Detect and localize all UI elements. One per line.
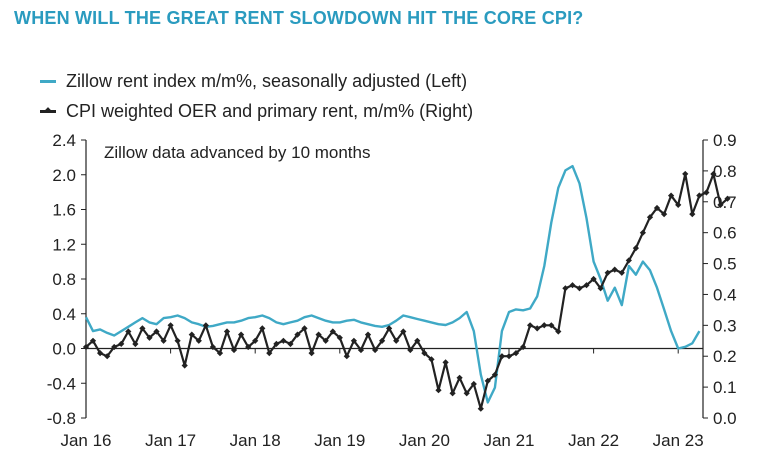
x-tick-label: Jan 16 (60, 431, 111, 450)
data-point-cpi (604, 269, 611, 276)
data-point-cpi (463, 390, 470, 397)
y-right-tick-label: 0.3 (713, 316, 737, 335)
y-left-tick-label: -0.8 (47, 409, 76, 428)
y-right-tick-label: 0.2 (713, 347, 737, 366)
data-point-cpi (597, 285, 604, 292)
data-point-cpi (393, 337, 400, 344)
data-point-cpi (223, 328, 231, 335)
x-tick-label: Jan 21 (483, 431, 534, 450)
y-left-tick-label: 0.8 (52, 270, 76, 289)
data-point-cpi (435, 387, 442, 394)
data-point-cpi (505, 353, 513, 360)
data-point-cpi (308, 349, 315, 357)
data-point-cpi (562, 285, 569, 292)
data-point-cpi (329, 328, 336, 335)
data-point-cpi (534, 325, 541, 332)
y-left-tick-label: 0.0 (52, 340, 76, 359)
y-left-tick-label: -0.4 (47, 374, 76, 393)
data-point-cpi (350, 337, 358, 344)
data-point-cpi (336, 334, 343, 341)
data-point-cpi (174, 337, 181, 344)
x-tick-label: Jan 22 (568, 431, 619, 450)
y-left-tick-label: 2.0 (52, 166, 76, 185)
series-line-zillow (84, 164, 701, 404)
data-point-cpi (689, 210, 696, 218)
y-right-tick-label: 0.6 (713, 224, 737, 243)
data-point-cpi (442, 359, 449, 366)
y-right-tick-label: 0.1 (713, 378, 737, 397)
data-point-cpi (266, 349, 273, 357)
legend-label-cpi: CPI weighted OER and primary rent, m/m% … (66, 100, 474, 121)
y-right-tick-label: 0.4 (713, 285, 737, 304)
legend-swatch-cpi (40, 109, 56, 113)
data-point-cpi (470, 380, 477, 388)
data-point-cpi (160, 337, 167, 344)
y-left-tick-label: 2.4 (52, 131, 76, 150)
chart-title: WHEN WILL THE GREAT RENT SLOWDOWN HIT TH… (14, 8, 584, 28)
data-point-cpi (259, 325, 266, 332)
data-point-cpi (167, 322, 174, 329)
chart-annotation: Zillow data advanced by 10 months (104, 143, 371, 162)
data-point-cpi (202, 322, 209, 329)
data-point-cpi (696, 192, 703, 199)
data-point-cpi (484, 377, 491, 385)
data-point-cpi (294, 331, 301, 338)
data-point-cpi (682, 170, 689, 178)
data-point-cpi (576, 285, 583, 292)
series-line-cpi (85, 172, 729, 410)
data-point-cpi (414, 337, 421, 344)
data-point-cpi (541, 322, 548, 329)
legend-swatch-zillow (40, 79, 56, 83)
data-point-cpi (132, 340, 139, 348)
legend: Zillow rent index m/m%, seasonally adjus… (40, 66, 473, 126)
data-point-cpi (322, 337, 329, 344)
data-point-cpi (569, 282, 576, 289)
data-point-cpi (146, 334, 153, 341)
legend-label-zillow: Zillow rent index m/m%, seasonally adjus… (66, 70, 468, 91)
data-point-cpi (703, 189, 710, 196)
y-left-tick-label: 0.4 (52, 305, 76, 324)
data-point-cpi (400, 328, 407, 335)
data-point-cpi (118, 340, 125, 347)
data-point-cpi (526, 322, 534, 329)
x-tick-label: Jan 19 (314, 431, 365, 450)
y-right-tick-label: 0.9 (713, 131, 737, 150)
data-point-cpi (280, 337, 287, 344)
data-point-cpi (315, 331, 322, 338)
legend-item-cpi: CPI weighted OER and primary rent, m/m% … (40, 96, 473, 126)
y-left-tick-label: 1.2 (52, 235, 76, 254)
data-point-cpi (237, 331, 245, 338)
data-point-cpi (301, 325, 308, 332)
data-point-cpi (449, 390, 456, 397)
data-point-cpi (477, 405, 484, 412)
data-point-cpi (548, 322, 555, 329)
x-tick-label: Jan 17 (145, 431, 196, 450)
data-point-cpi (378, 337, 386, 344)
data-point-cpi (343, 353, 350, 360)
legend-item-zillow: Zillow rent index m/m%, seasonally adjus… (40, 66, 473, 96)
x-tick-label: Jan 23 (653, 431, 704, 450)
data-point-cpi (181, 362, 188, 369)
data-point-cpi (125, 328, 132, 335)
y-left-tick-label: 1.6 (52, 201, 76, 220)
data-point-cpi (491, 371, 499, 378)
data-point-cpi (371, 346, 379, 354)
data-point-cpi (385, 325, 393, 332)
data-point-cpi (364, 331, 372, 338)
x-tick-label: Jan 20 (399, 431, 450, 450)
data-point-cpi (421, 349, 428, 357)
x-tick-label: Jan 18 (230, 431, 281, 450)
data-point-cpi (618, 269, 625, 276)
y-right-tick-label: 0.8 (713, 162, 737, 181)
data-point-cpi (407, 346, 414, 354)
data-point-cpi (273, 340, 280, 348)
y-right-tick-label: 0.5 (713, 255, 737, 274)
data-point-cpi (216, 350, 224, 357)
y-right-tick-label: 0.0 (713, 409, 737, 428)
data-point-cpi (456, 374, 463, 381)
